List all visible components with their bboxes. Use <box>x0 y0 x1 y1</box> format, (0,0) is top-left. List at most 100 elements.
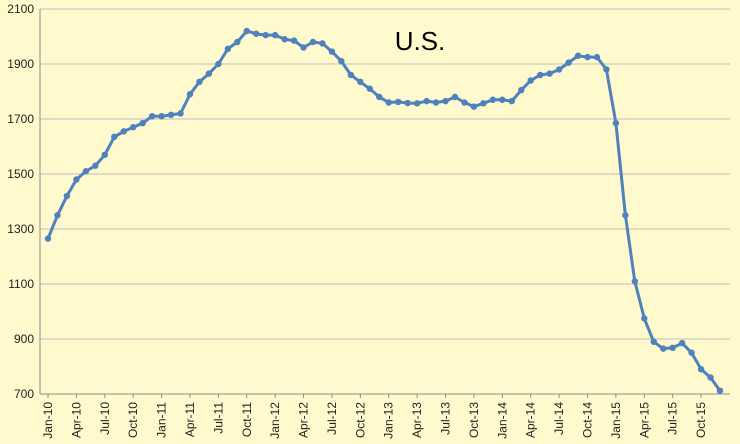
y-tick-label: 1700 <box>7 112 34 126</box>
chart-title: U.S. <box>395 26 446 56</box>
x-tick-label: Apr-15 <box>637 402 651 438</box>
data-point <box>660 345 667 352</box>
data-point <box>300 44 307 51</box>
data-point <box>565 59 572 66</box>
x-tick-label: Jan-11 <box>155 402 169 438</box>
x-tick-label: Jul-15 <box>666 402 680 435</box>
data-point <box>678 339 686 347</box>
x-tick-label: Apr-11 <box>183 402 197 437</box>
y-tick-label: 1100 <box>8 277 34 291</box>
y-tick-label: 2100 <box>7 2 34 16</box>
data-point <box>385 99 392 106</box>
data-point <box>196 78 203 86</box>
data-point <box>158 113 165 120</box>
data-point <box>271 31 279 39</box>
data-point <box>603 66 610 73</box>
data-point <box>376 93 383 101</box>
x-tick-label: Jan-14 <box>495 402 509 439</box>
data-point <box>499 96 506 103</box>
data-point <box>394 98 402 106</box>
data-point <box>328 48 336 55</box>
x-tick-label: Apr-10 <box>69 402 83 438</box>
data-point <box>461 99 468 106</box>
x-tick-label: Jan-15 <box>609 402 623 439</box>
y-axis-ticks: 700 900 1100 1300 1500 1700 1900 2100 <box>7 2 34 401</box>
data-point <box>584 53 591 61</box>
data-point <box>688 349 695 356</box>
data-point <box>262 31 269 39</box>
data-point <box>442 97 449 105</box>
x-tick-label: Oct-13 <box>467 402 481 438</box>
x-tick-label: Jul-10 <box>98 402 112 435</box>
data-point <box>622 212 629 219</box>
data-point <box>707 374 714 381</box>
data-point <box>253 30 260 37</box>
x-tick-label: Oct-11 <box>240 402 254 437</box>
data-point <box>347 71 355 79</box>
data-point <box>423 97 430 105</box>
data-point <box>470 103 478 110</box>
data-point <box>139 119 146 127</box>
x-tick-label: Apr-14 <box>524 402 538 438</box>
axes <box>39 9 730 395</box>
data-point <box>224 45 232 53</box>
series-line <box>46 29 722 392</box>
series-layer <box>44 27 724 394</box>
x-tick-label: Oct-10 <box>126 402 140 438</box>
data-point <box>129 124 137 131</box>
data-point <box>63 192 71 200</box>
data-point <box>489 96 497 103</box>
data-point <box>54 212 61 219</box>
data-point <box>44 235 52 242</box>
data-point <box>309 38 317 46</box>
data-point <box>716 387 724 394</box>
data-point <box>290 37 298 44</box>
data-point <box>338 58 345 65</box>
x-tick-label: Jul-11 <box>211 402 225 434</box>
data-point <box>205 70 213 77</box>
data-point <box>641 315 648 322</box>
data-point <box>234 38 241 46</box>
data-point <box>319 40 326 47</box>
data-point <box>413 100 421 107</box>
data-point <box>432 99 440 106</box>
data-point <box>508 97 515 105</box>
y-tick-label: 1500 <box>7 167 34 181</box>
data-point <box>148 113 156 120</box>
data-point <box>73 176 80 183</box>
x-tick-label: Oct-15 <box>694 402 708 438</box>
x-tick-label: Apr-13 <box>410 402 424 438</box>
data-point <box>120 128 127 135</box>
data-point <box>366 85 374 92</box>
data-point <box>451 93 459 101</box>
data-point <box>167 111 175 119</box>
data-point <box>574 52 582 59</box>
x-tick-label: Jan-13 <box>382 402 396 439</box>
data-point <box>281 36 288 43</box>
x-tick-label: Jul-14 <box>552 402 566 435</box>
x-tick-label: Jan-12 <box>268 402 282 439</box>
data-point <box>357 78 364 86</box>
data-point <box>697 366 705 373</box>
data-point <box>518 86 525 94</box>
data-point <box>186 91 194 98</box>
y-tick-label: 700 <box>14 387 34 401</box>
x-tick-label: Jul-12 <box>325 402 339 435</box>
x-tick-label: Jul-13 <box>439 402 453 435</box>
data-point <box>650 338 657 345</box>
data-point <box>82 168 90 175</box>
data-point <box>92 162 99 169</box>
x-tick-label: Apr-12 <box>297 402 311 438</box>
data-point <box>536 71 544 79</box>
data-point <box>243 27 250 35</box>
x-tick-label: Oct-14 <box>580 402 594 438</box>
data-point <box>215 60 222 68</box>
data-point <box>612 119 620 127</box>
data-point <box>480 100 487 107</box>
x-tick-label: Jan-10 <box>41 402 55 439</box>
data-point <box>631 278 639 285</box>
y-tick-label: 1900 <box>7 57 34 71</box>
data-point <box>546 70 553 77</box>
